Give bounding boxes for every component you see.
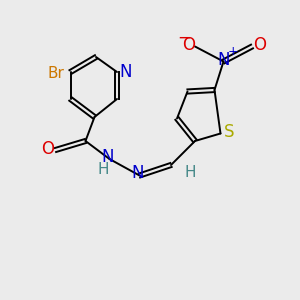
Text: O: O bbox=[182, 36, 195, 54]
Text: H: H bbox=[98, 162, 109, 177]
Text: Br: Br bbox=[47, 66, 64, 81]
Text: H: H bbox=[185, 165, 196, 180]
Text: N: N bbox=[217, 51, 230, 69]
Text: O: O bbox=[41, 140, 55, 158]
Text: S: S bbox=[224, 123, 234, 141]
Text: N: N bbox=[102, 148, 114, 166]
Text: N: N bbox=[119, 63, 132, 81]
Text: O: O bbox=[253, 36, 266, 54]
Text: −: − bbox=[178, 28, 191, 46]
Text: N: N bbox=[132, 164, 144, 182]
Text: +: + bbox=[227, 45, 238, 58]
